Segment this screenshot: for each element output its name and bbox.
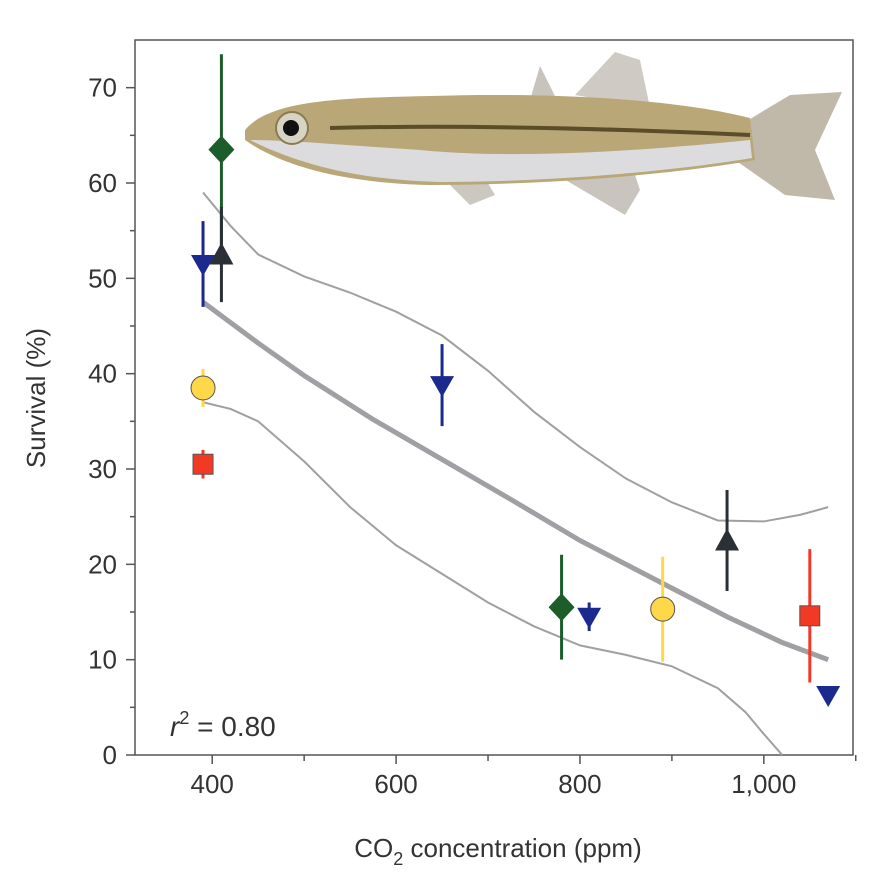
data-point [548, 593, 575, 622]
data-point [799, 605, 821, 627]
x-tick-label: 400 [191, 769, 234, 799]
y-tick-label: 40 [88, 359, 117, 389]
annotation-text: = 0.80 [189, 711, 275, 742]
y-tick-label: 20 [88, 549, 117, 579]
y-tick-label: 70 [88, 73, 117, 103]
data-point [816, 685, 841, 707]
x-tick-label: 600 [374, 769, 417, 799]
y-axis-label: Survival (%) [21, 328, 51, 468]
annotation-variable: r [170, 711, 181, 742]
data-point [208, 135, 235, 164]
x-axis-label: CO2 concentration (ppm) [354, 833, 641, 869]
y-tick-label: 10 [88, 645, 117, 675]
y-tick-label: 60 [88, 168, 117, 198]
x-label-subscript: 2 [393, 849, 403, 869]
lower-confidence-band [202, 401, 783, 756]
annotation-superscript: 2 [179, 708, 189, 728]
data-point [209, 242, 234, 265]
data-point [715, 528, 740, 551]
x-tick-label: 800 [558, 769, 601, 799]
fish-illustration [245, 52, 842, 215]
x-tick-label: 1,000 [731, 769, 796, 799]
x-label-main: CO [354, 833, 393, 863]
fit-line [201, 300, 830, 663]
data-point [650, 596, 676, 622]
data-point [577, 607, 602, 629]
data-point [191, 255, 216, 277]
x-label-rest: concentration (ppm) [403, 833, 641, 863]
data-point [430, 376, 455, 398]
y-tick-label: 30 [88, 454, 117, 484]
plot-frame [134, 39, 854, 756]
y-tick-label: 50 [88, 263, 117, 293]
data-point [190, 375, 216, 401]
data-point [192, 453, 214, 475]
r-squared-annotation: r2 = 0.80 [170, 708, 276, 742]
upper-confidence-band [202, 191, 829, 523]
y-tick-label: 0 [103, 740, 117, 770]
